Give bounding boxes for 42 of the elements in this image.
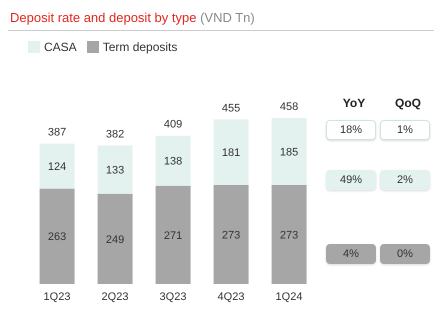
x-tick-label: 1Q24 [276, 290, 302, 303]
bar [156, 136, 191, 186]
text: YoY [342, 96, 366, 110]
data-label: 185 [280, 146, 298, 158]
data-label: 138 [164, 156, 182, 168]
bar [156, 186, 191, 284]
bar [40, 144, 75, 189]
data-label: 133 [106, 164, 124, 177]
data-label: 249 [106, 234, 124, 246]
chart-subtitle: (VND Tn) [200, 10, 255, 25]
data-label: 263 [48, 231, 66, 244]
bar [214, 119, 249, 186]
data-label: 124 [48, 161, 66, 174]
total-label: 458 [280, 100, 298, 113]
x-tick-label: 3Q23 [160, 290, 186, 303]
x-tick-label: 1Q23 [44, 290, 70, 303]
text: 0% [380, 244, 430, 264]
text: 4% [326, 244, 376, 264]
bar [98, 145, 133, 194]
legend-label: Term deposits [102, 40, 178, 54]
bar [272, 118, 307, 186]
data-label: 273 [222, 229, 240, 242]
x-tick-label: 2Q23 [102, 290, 128, 303]
total-label: 409 [164, 118, 182, 131]
bar [272, 185, 307, 284]
legend-label: CASA [44, 40, 77, 54]
text: 18% [326, 120, 376, 140]
text: 1% [380, 120, 430, 140]
data-label: 273 [280, 229, 298, 242]
bar [98, 194, 133, 284]
x-tick-label: 4Q23 [218, 290, 244, 303]
bar [40, 188, 75, 284]
bar [214, 185, 249, 284]
total-label: 455 [222, 102, 240, 114]
text: 2% [380, 170, 430, 190]
total-label: 387 [48, 126, 66, 139]
text: 49% [326, 170, 376, 190]
data-label: 271 [164, 230, 182, 242]
text: QoQ [394, 96, 422, 110]
data-label: 181 [222, 147, 240, 160]
total-label: 382 [106, 128, 124, 140]
chart-title: Deposit rate and deposit by type [10, 10, 196, 25]
